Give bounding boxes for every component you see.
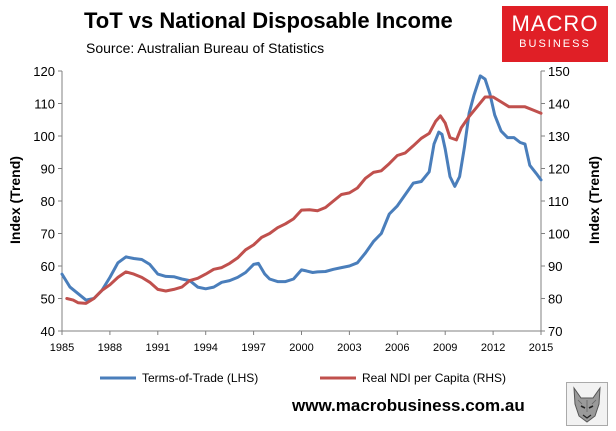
x-tick-label: 1994 xyxy=(193,342,217,354)
x-tick-label: 2012 xyxy=(481,342,505,354)
right-tick-label: 150 xyxy=(548,64,570,79)
x-tick-label: 2015 xyxy=(529,342,553,354)
macrobusiness-logo: MACRO BUSINESS xyxy=(502,6,608,62)
x-tick-label: 1991 xyxy=(146,342,170,354)
left-tick-label: 40 xyxy=(41,324,55,339)
x-tick-label: 2003 xyxy=(337,342,361,354)
left-tick-label: 50 xyxy=(41,292,55,307)
right-axis-label: Index (Trend) xyxy=(586,156,602,244)
left-axis-label: Index (Trend) xyxy=(7,156,23,244)
left-tick-label: 60 xyxy=(41,259,55,274)
x-tick-label: 1997 xyxy=(241,342,265,354)
legend-label: Real NDI per Capita (RHS) xyxy=(362,371,506,385)
left-tick-label: 110 xyxy=(34,97,55,112)
x-tick-label: 2009 xyxy=(433,342,457,354)
left-axis-ticks: 40 50 60 70 80 90 100 110 120 xyxy=(33,64,62,339)
left-tick-label: 70 xyxy=(41,227,55,242)
right-tick-label: 80 xyxy=(548,292,562,307)
terms-of-trade-line xyxy=(60,74,543,302)
x-tick-label: 2000 xyxy=(289,342,313,354)
chart-source: Source: Australian Bureau of Statistics xyxy=(86,40,325,56)
right-axis-ticks: 70 80 90 100 110 120 130 140 150 xyxy=(541,64,570,339)
x-tick-label: 2006 xyxy=(385,342,409,354)
right-tick-label: 90 xyxy=(548,259,562,274)
x-axis-ticks: 1985 1988 1991 1994 1997 2000 2003 2006 2009 2012… xyxy=(50,331,553,354)
legend: Terms-of-Trade (LHS) Real NDI per Capita … xyxy=(100,371,506,385)
wolf-head-icon xyxy=(566,382,608,426)
right-tick-label: 130 xyxy=(548,129,570,144)
website-url: www.macrobusiness.com.au xyxy=(292,396,525,415)
x-tick-label: 1988 xyxy=(98,342,122,354)
legend-label: Terms-of-Trade (LHS) xyxy=(142,371,258,385)
series-lines xyxy=(60,74,543,305)
right-tick-label: 140 xyxy=(548,97,570,112)
right-tick-label: 120 xyxy=(548,162,570,177)
right-tick-label: 70 xyxy=(548,324,562,339)
left-tick-label: 120 xyxy=(33,64,55,79)
real-ndi-per-capita-line xyxy=(65,95,543,305)
logo-line-1: MACRO xyxy=(511,11,599,36)
logo-line-2: BUSINESS xyxy=(519,38,591,50)
left-tick-label: 80 xyxy=(41,194,55,209)
x-tick-label: 1985 xyxy=(50,342,74,354)
left-tick-label: 100 xyxy=(33,129,55,144)
left-tick-label: 90 xyxy=(41,162,55,177)
right-tick-label: 100 xyxy=(548,227,570,242)
chart-title: ToT vs National Disposable Income xyxy=(84,8,453,33)
right-tick-label: 110 xyxy=(548,194,569,209)
